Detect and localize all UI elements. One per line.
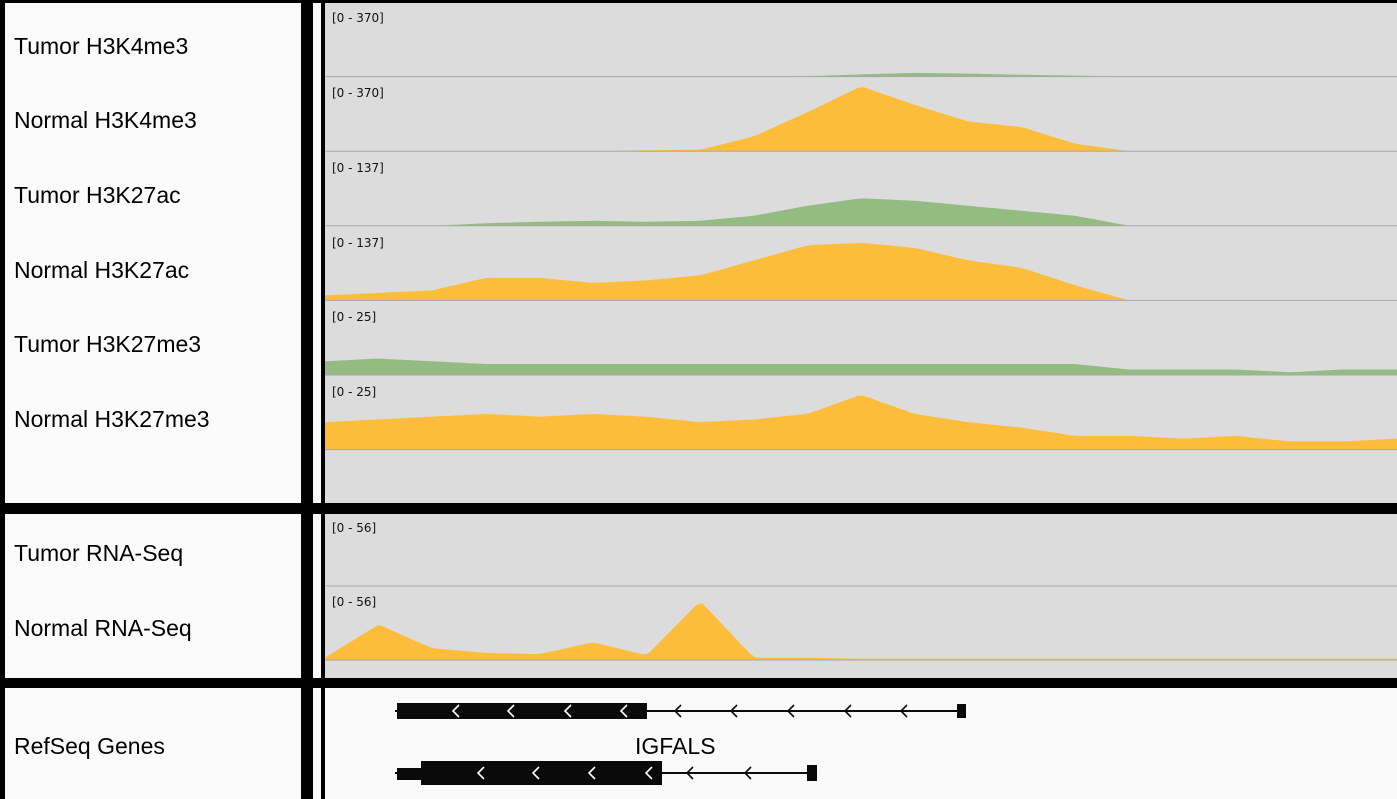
range-tumor-rna-seq: [0 - 56] [332, 521, 377, 535]
strand-arrow-icon [619, 704, 628, 718]
gene-track-names: RefSeq Genes [5, 688, 301, 799]
coverage-normal-h3k27ac [325, 243, 1397, 301]
range-tumor-h3k27me3: [0 - 25] [332, 310, 377, 324]
rna-data-area[interactable]: [0 - 56] [0 - 56] [325, 514, 1397, 678]
strand-arrow-icon [476, 766, 485, 780]
strand-arrow-icon [685, 766, 694, 780]
gene-data-area[interactable]: IGFALS [325, 688, 1397, 799]
range-normal-rna-seq: [0 - 56] [332, 595, 377, 609]
chip-data-area[interactable]: [0 - 370] [0 - 370] [0 - 137] [0 - 137] … [325, 3, 1397, 503]
chip-track-names: Tumor H3K4me3 Normal H3K4me3 Tumor H3K27… [5, 3, 301, 503]
panel-divider[interactable] [313, 3, 321, 503]
track-name-tumor-rna-seq[interactable]: Tumor RNA-Seq [14, 540, 184, 566]
coverage-normal-rna-seq [325, 603, 1397, 660]
coverage-tumor-h3k4me3 [325, 72, 1397, 77]
transcript-2-utr-block [397, 768, 423, 780]
gene-label-igfals[interactable]: IGFALS [635, 733, 716, 759]
strand-arrow-icon [563, 704, 572, 718]
rna-tracks-svg [325, 585, 1397, 661]
strand-arrow-icon [673, 704, 682, 718]
strand-arrow-icon [786, 704, 795, 718]
track-name-normal-rna-seq[interactable]: Normal RNA-Seq [14, 615, 192, 641]
rna-panel: Tumor RNA-Seq Normal RNA-Seq [0 - 56] [0… [0, 510, 1397, 682]
track-name-normal-h3k4me3[interactable]: Normal H3K4me3 [14, 107, 197, 133]
track-name-tumor-h3k27me3[interactable]: Tumor H3K27me3 [14, 331, 202, 357]
track-name-normal-h3k27ac[interactable]: Normal H3K27ac [14, 257, 190, 283]
transcript-1-exon-block [397, 703, 647, 719]
panel-divider-genes[interactable] [313, 688, 321, 799]
strand-arrow-icon [587, 766, 596, 780]
track-name-tumor-h3k4me3[interactable]: Tumor H3K4me3 [14, 33, 189, 59]
coverage-normal-h3k4me3 [325, 87, 1397, 152]
range-tumor-h3k27ac: [0 - 137] [332, 161, 384, 175]
coverage-normal-h3k27me3 [325, 395, 1397, 450]
strand-arrow-icon [899, 704, 908, 718]
range-normal-h3k27me3: [0 - 25] [332, 385, 377, 399]
gene-panel: RefSeq Genes IGFALS [0, 684, 1397, 799]
strand-arrow-icon [451, 704, 460, 718]
strand-arrow-icon [531, 766, 540, 780]
range-normal-h3k27ac: [0 - 137] [332, 236, 384, 250]
coverage-tumor-h3k27ac [325, 198, 1397, 226]
chip-panel: Tumor H3K4me3 Normal H3K4me3 Tumor H3K27… [5, 3, 1397, 503]
strand-arrow-icon [743, 766, 752, 780]
transcript-2-exon-block [421, 761, 662, 785]
track-name-normal-h3k27me3[interactable]: Normal H3K27me3 [14, 406, 210, 432]
strand-arrow-icon [729, 704, 738, 718]
transcript-1-exon-end [957, 704, 966, 718]
range-tumor-h3k4me3: [0 - 370] [332, 11, 384, 25]
chip-tracks-svg [325, 72, 1397, 451]
transcript-2-exon-end [807, 765, 817, 781]
range-normal-h3k4me3: [0 - 370] [332, 86, 384, 100]
coverage-tumor-h3k27me3 [325, 358, 1397, 375]
strand-arrow-icon [644, 766, 653, 780]
rna-track-names: Tumor RNA-Seq Normal RNA-Seq [5, 514, 301, 678]
panel-divider-rna[interactable] [313, 514, 321, 678]
strand-arrow-icon [843, 704, 852, 718]
track-name-refseq-genes[interactable]: RefSeq Genes [14, 733, 165, 759]
strand-arrow-icon [506, 704, 515, 718]
gene-model-svg [395, 703, 966, 785]
track-name-tumor-h3k27ac[interactable]: Tumor H3K27ac [14, 182, 181, 208]
